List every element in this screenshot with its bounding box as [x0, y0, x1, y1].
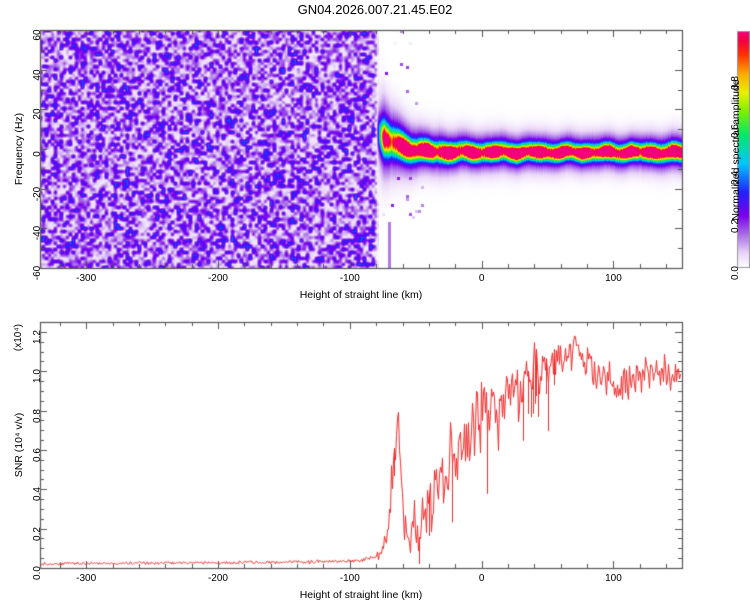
- spectrogram-xtick-0: -300: [76, 273, 97, 284]
- spectrogram-xtick-2: -100: [339, 273, 360, 284]
- snr-ytick-6: 1.2: [32, 329, 43, 344]
- colorbar-tick-1: 0.2: [730, 218, 741, 233]
- snr-xtick-0: -300: [76, 573, 97, 584]
- spectrogram-xtick-1: -200: [207, 273, 228, 284]
- spectrogram-xaxis-title: Height of straight line (km): [299, 289, 423, 301]
- snr-ytick-0: 0.0: [32, 566, 43, 580]
- spectrogram-ytick-6: 60: [32, 29, 43, 41]
- snr-ytick-1: 0.2: [32, 526, 43, 541]
- snr-yaxis-exponent: (x10⁴): [13, 324, 24, 352]
- snr-ytick-4: 0.8: [32, 408, 43, 423]
- snr-ytick-3: 0.6: [32, 447, 43, 462]
- spectrogram-ytick-3: 0: [32, 151, 43, 157]
- snr-xaxis-title: Height of straight line (km): [299, 589, 423, 601]
- colorbar-title: Normalized spectral amplitude: [730, 78, 742, 221]
- snr-ytick-2: 0.4: [32, 487, 43, 502]
- spectrogram-ytick-2: -20: [32, 186, 43, 201]
- snr-xtick-1: -200: [207, 573, 228, 584]
- spectrogram-ytick-1: -40: [32, 226, 43, 241]
- spectrogram-yaxis-title: Frequency (Hz): [13, 112, 25, 186]
- snr-yaxis-title: SNR (10⁴ v/v): [13, 412, 25, 478]
- colorbar-tick-0: 0.0: [730, 266, 741, 280]
- snr-xtick-4: 100: [605, 573, 622, 584]
- spectrogram-xtick-3: 0: [478, 273, 485, 284]
- snr-ytick-5: 1.0: [32, 369, 43, 384]
- page-title: GN04.2026.007.21.45.E02: [297, 2, 453, 17]
- snr-xtick-2: -100: [339, 573, 360, 584]
- spectrogram-ytick-5: 40: [32, 69, 43, 81]
- spectrogram-ytick-4: 20: [32, 108, 43, 120]
- spectrogram-ytick-0: -60: [32, 265, 43, 281]
- snr-xtick-3: 0: [478, 573, 485, 584]
- spectrogram-xtick-4: 100: [605, 273, 622, 284]
